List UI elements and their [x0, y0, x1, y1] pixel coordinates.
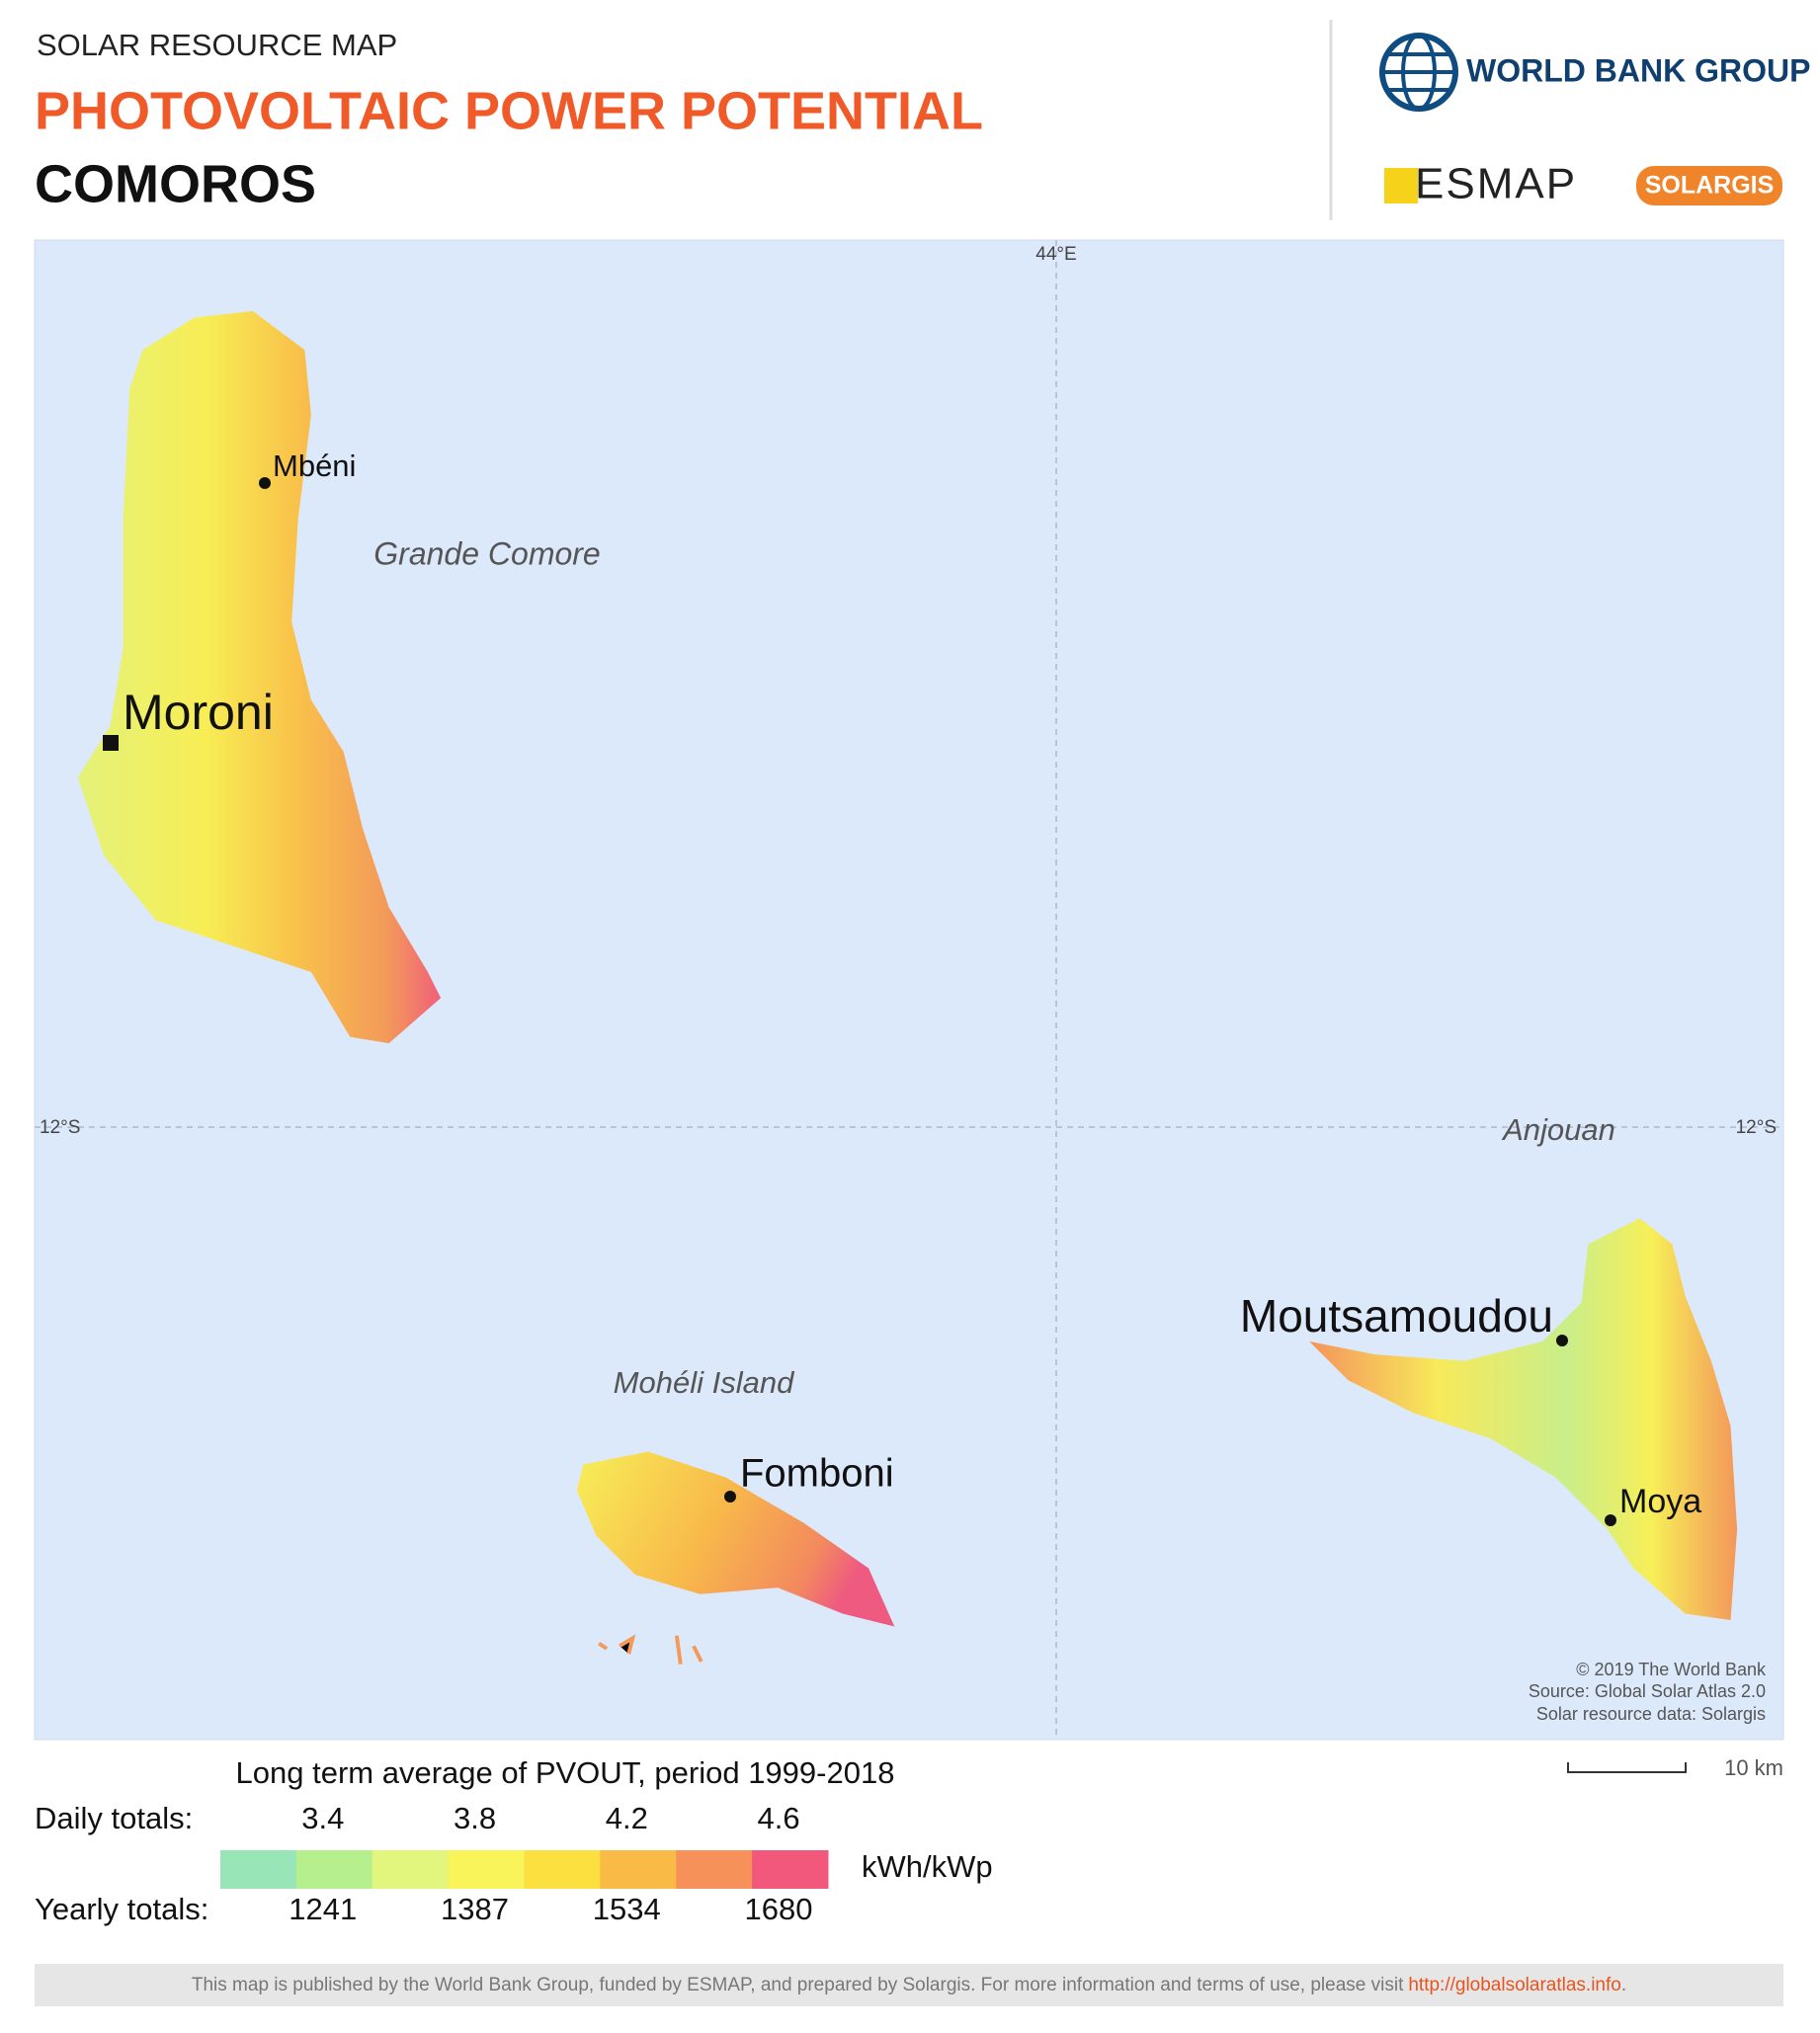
credit: © 2019 The World Bank	[1576, 1660, 1767, 1679]
world-bank-logo: WORLD BANK GROUP	[1379, 33, 1810, 112]
legend-swatch	[220, 1850, 297, 1889]
legend-swatch	[448, 1850, 525, 1889]
capital-marker	[103, 735, 119, 751]
footer: This map is published by the World Bank …	[35, 1964, 1783, 2006]
legend-swatch	[676, 1850, 753, 1889]
esmap-text: ESMAP	[1415, 160, 1577, 208]
scale-bar	[1567, 1762, 1687, 1773]
world-bank-text: WORLD BANK GROUP	[1466, 52, 1810, 88]
island-label: Mohéli Island	[614, 1365, 795, 1400]
moheli	[576, 1451, 895, 1627]
country: COMOROS	[35, 154, 316, 213]
footer-end: .	[1620, 1975, 1627, 1995]
legend-daily-value: 4.2	[606, 1801, 648, 1835]
islands	[77, 310, 1738, 1665]
legend-swatch	[295, 1850, 373, 1889]
latitude-label: 12°S	[1736, 1117, 1777, 1138]
legend-daily-value: 4.6	[757, 1801, 799, 1835]
credit: Solar resource data: Solargis	[1536, 1704, 1766, 1724]
footer-text: This map is published by the World Bank …	[191, 1975, 1404, 1995]
place-label: Moya	[1619, 1483, 1701, 1520]
legend-swatch	[600, 1850, 677, 1889]
legend-yearly-value: 1241	[289, 1892, 357, 1926]
town-dot	[259, 477, 271, 489]
legend-swatch	[372, 1850, 450, 1889]
credit: Source: Global Solar Atlas 2.0	[1529, 1681, 1766, 1701]
place-label: Fomboni	[740, 1452, 894, 1496]
town-dot	[1605, 1514, 1616, 1526]
capital-label: Moroni	[123, 685, 274, 740]
legend-yearly-label: Yearly totals:	[35, 1892, 208, 1926]
island-label: Grande Comore	[373, 535, 600, 571]
anjouan	[1309, 1218, 1738, 1620]
place-label: Moutsamoudou	[1240, 1290, 1553, 1342]
island-label: Anjouan	[1501, 1112, 1615, 1147]
solargis-text: SOLARGIS	[1645, 172, 1775, 200]
town-dot	[1556, 1335, 1568, 1346]
scale-label: 10 km	[1724, 1755, 1783, 1780]
solargis-logo: SOLARGIS	[1636, 166, 1782, 205]
legend-daily-value: 3.8	[454, 1801, 496, 1835]
legend-daily-value: 3.4	[301, 1801, 344, 1835]
grande-comore	[77, 310, 442, 1044]
map-page: SOLAR RESOURCE MAP PHOTOVOLTAIC POWER PO…	[34, 20, 1810, 1926]
footer-link[interactable]: http://globalsolaratlas.info	[1408, 1975, 1621, 1995]
town-dot	[724, 1491, 736, 1503]
legend-swatch	[752, 1850, 829, 1889]
legend-yearly-value: 1534	[593, 1892, 661, 1926]
legend-title: Long term average of PVOUT, period 1999-…	[236, 1755, 895, 1790]
subtitle: SOLAR RESOURCE MAP	[37, 28, 397, 62]
legend-yearly-value: 1387	[441, 1892, 509, 1926]
legend-unit: kWh/kWp	[862, 1849, 993, 1884]
legend-yearly-value: 1680	[745, 1892, 813, 1926]
latitude-label: 12°S	[40, 1117, 80, 1138]
legend-swatch	[524, 1850, 601, 1889]
legend-bar	[220, 1850, 829, 1889]
legend-daily-label: Daily totals:	[35, 1801, 193, 1835]
longitude-label: 44°E	[1035, 244, 1076, 265]
esmap-logo: ESMAP	[1384, 160, 1577, 208]
islets	[598, 1634, 703, 1665]
title: PHOTOVOLTAIC POWER POTENTIAL	[35, 81, 983, 140]
place-label: Mbéni	[273, 448, 356, 483]
